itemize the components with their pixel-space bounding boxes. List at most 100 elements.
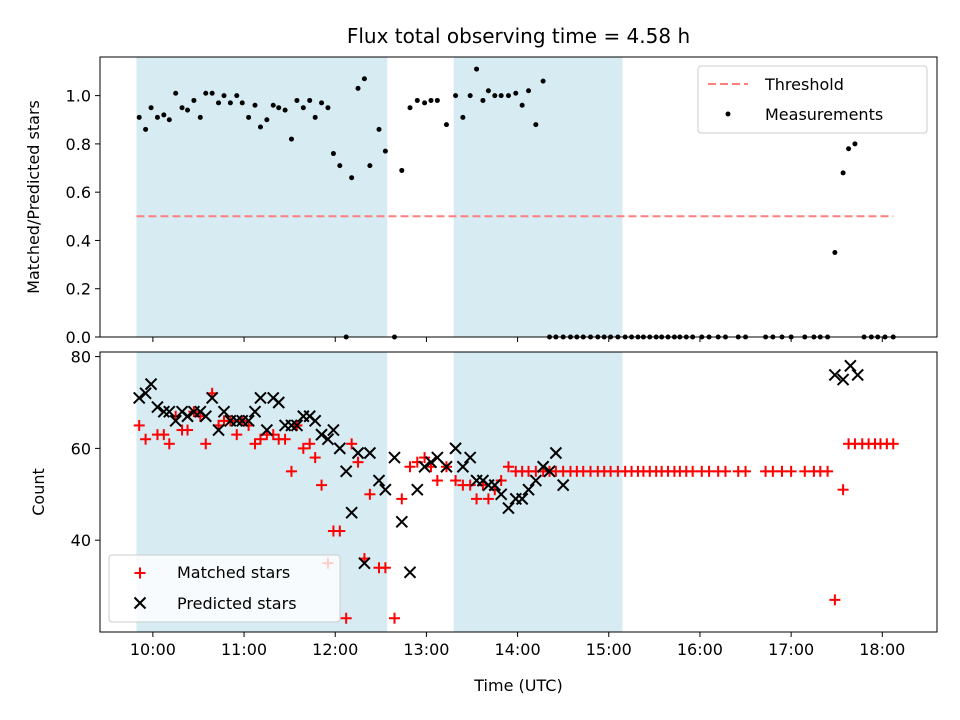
predicted-star-point [379,483,392,496]
predicted-star-point [543,465,556,478]
measurement-point [840,170,846,176]
legend-threshold-label: Threshold [764,75,844,94]
measurement-point [526,88,532,94]
predicted-star-point [488,478,502,492]
predicted-star-point [363,446,377,460]
measurement-point [540,78,546,84]
predicted-star-point-b [543,465,556,478]
predicted-star-point-b [844,359,857,372]
measurement-point [513,90,519,96]
predicted-star-point [556,478,570,492]
matched-star-point [785,465,797,477]
predicted-star-point [260,423,274,437]
predicted-star-point [132,391,146,405]
matched-star-point [396,493,408,505]
matched-star-point [464,479,476,491]
chart-title: Flux total observing time = 4.58 h [347,24,690,48]
measurement-point [367,163,373,169]
matched-star-point [254,433,266,445]
measurement-point [185,107,191,113]
predicted-star-point-b [339,465,353,478]
predicted-star-point [372,474,386,487]
predicted-star-point-b [418,460,431,473]
matched-star-point [404,461,416,473]
measurement-point [154,114,160,120]
predicted-star-point [456,460,470,473]
matched-star-point [389,612,400,624]
predicted-star-point [163,405,176,418]
predicted-star-point-b [549,446,563,460]
matched-star-point [471,493,483,505]
matched-star-point [740,465,752,477]
x-axis-label: Time (UTC) [473,676,562,695]
measurement-point [179,105,185,111]
measurement-point [361,76,367,82]
measurement-point [221,93,227,99]
measurement-point [148,105,154,111]
measurement-point [376,126,382,132]
predicted-star-point-b [212,423,225,437]
matched-star-point [719,465,731,477]
x-tick-label: 14:00 [495,640,541,659]
predicted-star-point-b [388,451,401,464]
top-y-tick-label: 0.4 [66,231,91,250]
measurement-point [846,146,852,152]
measurement-point [143,126,149,132]
measurement-point [422,100,428,106]
measurement-point [407,105,413,111]
predicted-star-point [388,451,401,464]
predicted-star-point [321,433,335,446]
matched-star-point [140,433,152,445]
predicted-star-point-b [290,419,304,432]
predicted-star-point-b [272,396,285,409]
measurement-point [197,114,203,120]
matched-star-point [837,484,849,496]
measurement-point [300,105,306,111]
predicted-star-point-b [556,478,570,492]
matched-star-point [309,452,321,464]
top-axes-frame [99,56,938,338]
legend-predicted-marker-b [133,596,147,610]
matched-star-point [285,465,297,477]
predicted-star-point [242,414,255,428]
measurement-point [252,102,258,108]
predicted-star-point [403,566,417,579]
predicted-star-point [411,483,424,496]
predicted-star-point [851,368,864,382]
predicted-star-point [440,460,453,473]
measurement-point [443,122,449,128]
predicted-star-point-b [494,488,508,501]
measurement-point [288,136,294,142]
predicted-star-point-b [181,410,194,423]
predicted-star-point [308,414,322,428]
measurement-point [264,117,270,123]
predicted-star-point [449,442,462,455]
predicted-star-point-b [351,446,365,460]
measurement-point [257,124,263,130]
predicted-star-point-b [502,501,515,515]
predicted-star-point [395,515,409,529]
predicted-star-point-b [321,433,335,446]
measurement-point [453,93,459,99]
top-y-axis-label: Matched/Predicted stars [24,100,43,294]
measurement-point [505,93,511,99]
measurement-point [330,151,336,157]
bottom-legend-box [108,554,341,623]
predicted-star-point [828,368,842,382]
measurement-point [270,102,276,108]
matched-star-point [364,488,376,500]
predicted-star-point [157,405,171,418]
matched-star-point [297,442,309,454]
measurement-point [234,93,240,99]
predicted-star-point-b [522,483,535,496]
legend-measurements-label: Measurements [765,105,883,124]
bottom-y-tick-label: 60 [71,439,91,458]
measurement-point [474,66,480,72]
matched-star-point [822,465,834,477]
top-y-tick-label: 0.8 [66,135,91,154]
predicted-star-point-b [169,414,182,428]
measurement-point [294,97,300,103]
measurement-point [319,100,325,106]
predicted-star-point-b [424,455,438,469]
